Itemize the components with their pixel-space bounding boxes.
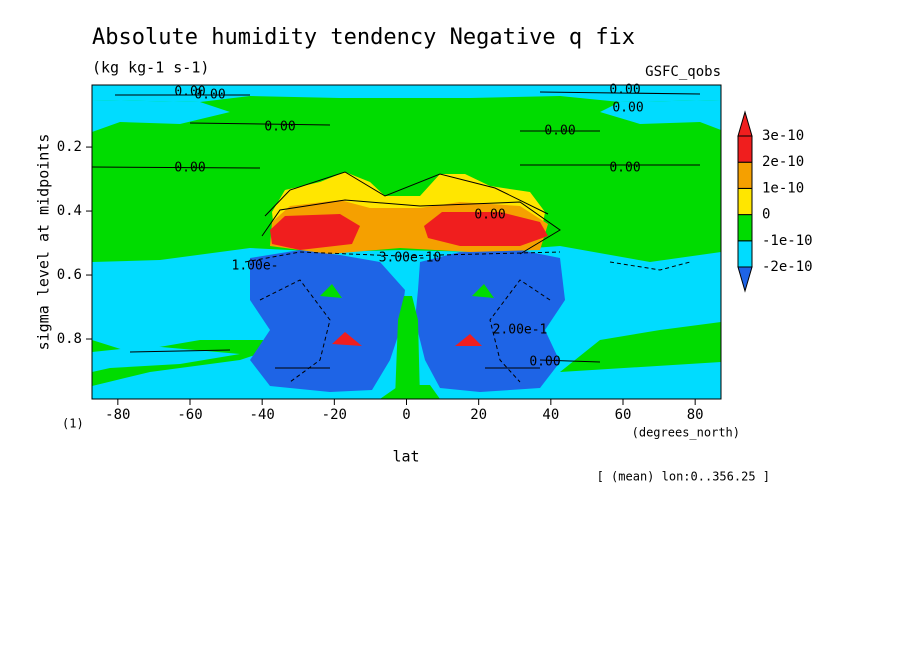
contour-line	[539, 91, 701, 95]
x-tick-label: -40	[250, 407, 275, 423]
colorbar-arrow	[737, 266, 753, 293]
x-tick-label: 60	[615, 407, 632, 423]
contour-line	[261, 199, 561, 255]
contour-fill	[424, 212, 548, 246]
colorbar-label: 0	[762, 207, 770, 223]
colorbar-arrow	[737, 110, 753, 137]
colorbar-label: 3e-10	[762, 128, 804, 144]
colorbar-box	[737, 187, 753, 216]
y-tick-label: 0.8	[57, 331, 82, 347]
contour-fill	[92, 100, 230, 132]
x-tick-label: -20	[322, 407, 347, 423]
contour-label: 0.00	[609, 83, 640, 98]
x-tick-label: 40	[542, 407, 559, 423]
colorbar-box	[737, 161, 753, 189]
contour-fill	[332, 332, 362, 346]
colorbar-label: 1e-10	[762, 180, 804, 196]
contour-fill	[455, 334, 482, 346]
contour-fill	[250, 250, 405, 392]
contour-label: 0.00	[544, 124, 575, 139]
contour-line	[189, 122, 331, 126]
contour-label: 1.00e-	[232, 259, 279, 274]
contour-line	[129, 349, 231, 353]
x-tick-label: -80	[105, 407, 130, 423]
contour-fill	[270, 214, 360, 250]
y-axis-label: sigma level at midpoints	[35, 134, 53, 351]
contour-line	[489, 279, 551, 383]
contour-label: 0.00	[612, 101, 643, 116]
contour-line	[92, 166, 261, 169]
y-tick-label: 0.6	[57, 267, 82, 283]
contour-line	[539, 359, 601, 363]
y-units: (1)	[62, 417, 84, 431]
colorbar-box	[737, 240, 753, 268]
contour-line	[609, 261, 691, 271]
contour-label: 0.00	[264, 120, 295, 135]
x-tick-label: -60	[177, 407, 202, 423]
y-tick-label: 0.4	[57, 203, 82, 219]
contour-fill	[92, 85, 721, 102]
colorbar-label: 2e-10	[762, 154, 804, 170]
contour-fill	[472, 284, 494, 298]
note: [ (mean) lon:0..356.25 ]	[597, 470, 770, 484]
x-tick-label: 20	[470, 407, 487, 423]
contour-label: 3.00e-10	[379, 251, 442, 266]
contour-label: 0.00	[174, 85, 205, 100]
contour-fill	[395, 296, 420, 399]
colorbar-box	[737, 214, 753, 242]
contour-label: 0.00	[174, 161, 205, 176]
chart-title: Absolute humidity tendency Negative q fi…	[92, 25, 635, 50]
colorbar-box	[737, 135, 753, 163]
contour-field	[92, 85, 721, 399]
y-tick-label: 0.2	[57, 139, 82, 155]
contour-label: 0.00	[609, 161, 640, 176]
contour-line	[259, 279, 331, 383]
subtitle: (kg kg-1 s-1)	[92, 59, 209, 77]
x-axis-label: lat	[392, 448, 419, 466]
contour-fill	[92, 346, 240, 372]
x-units: (degrees_north)	[632, 426, 740, 440]
contour-label: 2.00e-1	[493, 323, 548, 338]
contour-label: 0.00	[194, 88, 225, 103]
contour-fill	[600, 100, 721, 130]
colorbar-label: -2e-10	[762, 259, 813, 275]
x-tick-label: 80	[687, 407, 704, 423]
contour-line	[244, 251, 561, 263]
x-tick-label: 0	[402, 407, 410, 423]
contour-label: 0.00	[529, 355, 560, 370]
colorbar-label: -1e-10	[762, 233, 813, 249]
contour-line	[264, 171, 549, 217]
contour-fill	[320, 284, 342, 298]
contour-label: 0.00	[474, 208, 505, 223]
source-label: GSFC_qobs	[645, 64, 721, 80]
